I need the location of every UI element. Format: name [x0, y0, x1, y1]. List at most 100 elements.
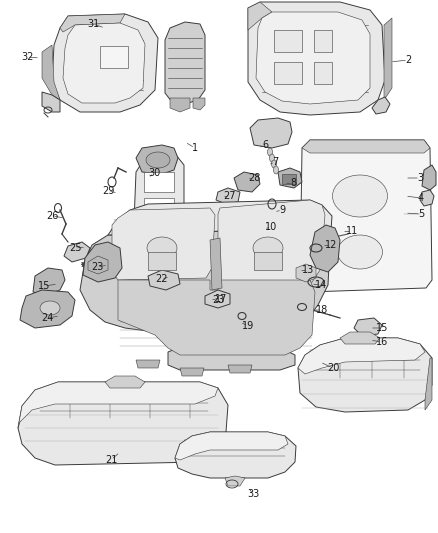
- Text: 5: 5: [418, 209, 424, 219]
- Polygon shape: [18, 382, 218, 428]
- Text: 11: 11: [346, 226, 358, 236]
- Polygon shape: [310, 225, 340, 272]
- Polygon shape: [340, 332, 380, 344]
- Polygon shape: [42, 92, 60, 112]
- Text: 1: 1: [192, 143, 198, 153]
- Text: 33: 33: [247, 489, 259, 499]
- Ellipse shape: [338, 235, 382, 269]
- Ellipse shape: [332, 175, 388, 217]
- Bar: [144, 172, 174, 192]
- Polygon shape: [20, 290, 75, 328]
- Polygon shape: [193, 98, 205, 110]
- Polygon shape: [425, 358, 432, 410]
- Text: 28: 28: [248, 173, 260, 183]
- Bar: [314, 30, 332, 52]
- Text: 15: 15: [376, 323, 388, 333]
- Polygon shape: [356, 338, 374, 351]
- Bar: [144, 198, 174, 212]
- Polygon shape: [298, 338, 432, 412]
- Polygon shape: [33, 268, 65, 295]
- Text: 31: 31: [87, 19, 99, 29]
- Polygon shape: [256, 12, 370, 104]
- Text: 23: 23: [91, 262, 103, 272]
- Polygon shape: [136, 145, 178, 174]
- Polygon shape: [52, 14, 158, 112]
- Text: 14: 14: [315, 280, 327, 290]
- Text: 18: 18: [316, 305, 328, 315]
- Text: 17: 17: [215, 294, 227, 304]
- Polygon shape: [60, 14, 125, 32]
- Polygon shape: [228, 365, 252, 373]
- Text: 9: 9: [279, 205, 285, 215]
- Polygon shape: [170, 98, 190, 112]
- Text: 8: 8: [290, 178, 296, 188]
- Polygon shape: [278, 168, 302, 188]
- Polygon shape: [42, 45, 60, 100]
- Text: 4: 4: [418, 193, 424, 203]
- Polygon shape: [300, 140, 432, 292]
- Polygon shape: [420, 190, 434, 206]
- Ellipse shape: [147, 237, 177, 259]
- Polygon shape: [88, 256, 108, 274]
- Text: 7: 7: [272, 157, 278, 167]
- Text: 15: 15: [38, 281, 50, 291]
- Ellipse shape: [40, 301, 60, 315]
- Polygon shape: [118, 280, 315, 355]
- Bar: [282, 174, 296, 184]
- Text: 6: 6: [262, 140, 268, 150]
- Ellipse shape: [268, 148, 272, 156]
- Polygon shape: [134, 154, 184, 236]
- Bar: [100, 46, 128, 68]
- Text: 16: 16: [376, 337, 388, 347]
- Polygon shape: [165, 22, 205, 104]
- Text: 12: 12: [325, 240, 337, 250]
- Ellipse shape: [272, 160, 276, 168]
- Ellipse shape: [273, 166, 279, 174]
- Polygon shape: [105, 376, 145, 388]
- Text: 2: 2: [405, 55, 411, 65]
- Text: 3: 3: [417, 173, 423, 183]
- Polygon shape: [108, 200, 332, 245]
- Text: 24: 24: [41, 313, 53, 323]
- Ellipse shape: [146, 152, 170, 168]
- Text: 30: 30: [148, 168, 160, 178]
- Text: 20: 20: [327, 363, 339, 373]
- Polygon shape: [210, 238, 222, 290]
- Polygon shape: [248, 2, 272, 30]
- Bar: [274, 30, 302, 52]
- Polygon shape: [298, 338, 425, 374]
- Bar: [148, 252, 176, 270]
- Text: 29: 29: [102, 186, 114, 196]
- Text: 27: 27: [224, 191, 236, 201]
- Bar: [162, 218, 176, 228]
- Polygon shape: [64, 242, 90, 262]
- Polygon shape: [372, 97, 390, 114]
- Polygon shape: [248, 2, 385, 115]
- Polygon shape: [205, 290, 230, 308]
- Bar: [274, 62, 302, 84]
- Polygon shape: [296, 264, 316, 282]
- Polygon shape: [250, 118, 292, 148]
- Text: 22: 22: [155, 274, 167, 284]
- Ellipse shape: [253, 237, 283, 259]
- Bar: [254, 252, 282, 270]
- Polygon shape: [180, 368, 204, 376]
- Polygon shape: [302, 140, 430, 153]
- Text: 19: 19: [242, 321, 254, 331]
- Polygon shape: [422, 165, 436, 190]
- Polygon shape: [216, 188, 240, 204]
- Polygon shape: [354, 318, 382, 336]
- Polygon shape: [63, 23, 145, 103]
- Polygon shape: [218, 200, 325, 282]
- Polygon shape: [148, 270, 180, 290]
- Polygon shape: [112, 208, 215, 280]
- Polygon shape: [136, 360, 160, 368]
- Polygon shape: [225, 476, 245, 486]
- Text: 10: 10: [265, 222, 277, 232]
- Polygon shape: [234, 172, 260, 192]
- Bar: [314, 62, 332, 84]
- Polygon shape: [83, 242, 122, 282]
- Polygon shape: [175, 432, 296, 478]
- Text: 32: 32: [21, 52, 33, 62]
- Text: 23: 23: [212, 295, 224, 305]
